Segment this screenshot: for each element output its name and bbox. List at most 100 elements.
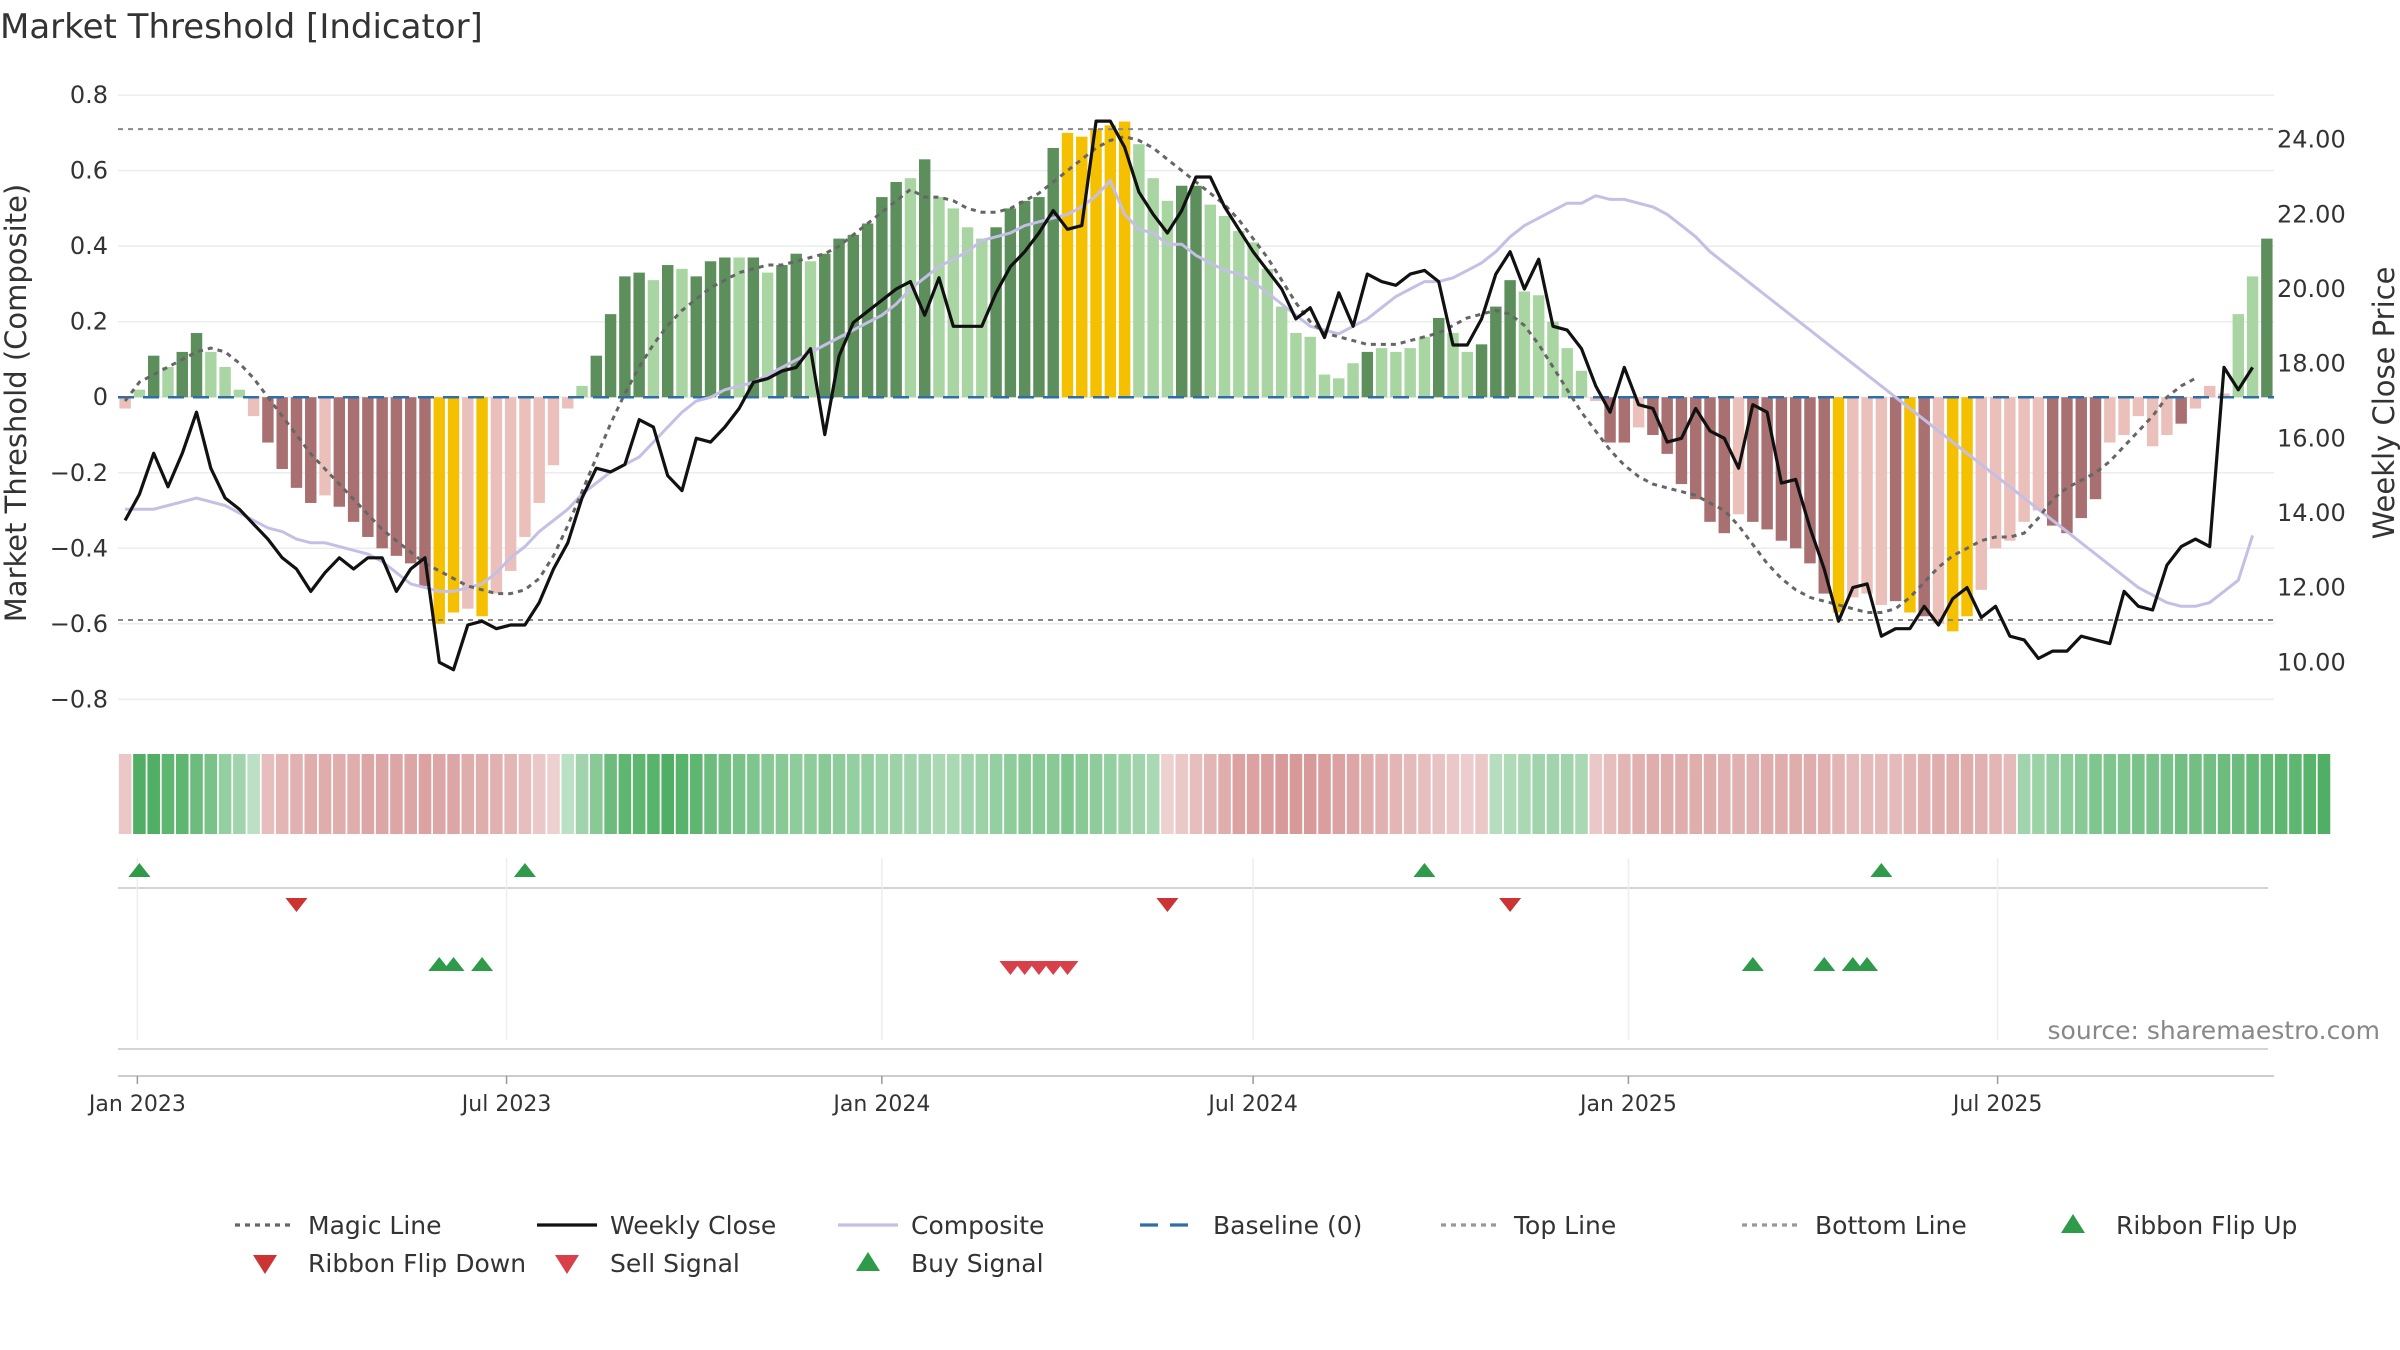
ribbon-cell bbox=[233, 754, 246, 834]
ribbon-cell bbox=[318, 754, 332, 834]
histogram-bar bbox=[1261, 268, 1274, 398]
y-right-tick-label: 16.00 bbox=[2277, 424, 2346, 452]
histogram-bar bbox=[976, 238, 988, 398]
ribbon-cell bbox=[618, 754, 632, 834]
histogram-bar bbox=[1904, 397, 1916, 613]
ribbon-cell bbox=[1917, 754, 1931, 834]
ribbon-cell bbox=[1817, 754, 1831, 834]
ribbon-cell bbox=[1432, 754, 1446, 834]
legend-item: Ribbon Flip Down bbox=[253, 1249, 526, 1278]
histogram-bar bbox=[1061, 132, 1074, 398]
histogram-bar bbox=[490, 397, 503, 594]
histogram-bar bbox=[1832, 397, 1845, 613]
ribbon-cell bbox=[1803, 754, 1817, 834]
ribbon-cell bbox=[1575, 754, 1588, 834]
x-tick-label: Jul 2025 bbox=[1951, 1092, 2043, 1117]
y-tick-label: 0.4 bbox=[70, 232, 108, 260]
histogram-bar bbox=[1732, 397, 1745, 515]
ribbon-cell bbox=[1946, 754, 1960, 834]
ribbon-cell bbox=[1560, 754, 1574, 834]
ribbon-cell bbox=[1089, 754, 1103, 834]
histogram-bar bbox=[447, 397, 460, 613]
ribbon-cell bbox=[1361, 754, 1374, 834]
ribbon-cell bbox=[761, 754, 774, 834]
histogram-bar bbox=[619, 276, 631, 398]
ribbon-cell bbox=[1189, 754, 1203, 834]
ribbon-cell bbox=[1846, 754, 1860, 834]
histogram-bar bbox=[2146, 397, 2159, 447]
histogram-bar bbox=[1718, 397, 1731, 534]
histogram-bar bbox=[1047, 147, 1059, 398]
histogram-bar bbox=[533, 397, 545, 503]
histogram-bar bbox=[562, 397, 574, 409]
histogram-bar bbox=[604, 314, 617, 398]
ribbon-cell bbox=[704, 754, 717, 834]
histogram-bar bbox=[1447, 333, 1459, 398]
ribbon-cell bbox=[1446, 754, 1460, 834]
histogram-bar bbox=[1104, 125, 1117, 398]
ribbon-cell bbox=[975, 754, 989, 834]
histogram-bar bbox=[1989, 397, 2002, 549]
ribbon-cell bbox=[1660, 754, 1674, 834]
legend-swatch bbox=[2061, 1214, 2085, 1233]
legend-swatch bbox=[555, 1255, 579, 1274]
ribbon-cell bbox=[1703, 754, 1717, 834]
ribbon-cell bbox=[1875, 754, 1888, 834]
histogram-bar bbox=[276, 397, 288, 469]
ribbon-cell bbox=[1118, 754, 1131, 834]
ribbon-cell bbox=[532, 754, 546, 834]
ribbon-cell bbox=[461, 754, 475, 834]
ribbon-cell bbox=[804, 754, 817, 834]
x-tick-label: Jan 2025 bbox=[1578, 1092, 1677, 1117]
histogram-bar bbox=[747, 257, 760, 398]
sell-signal-marker bbox=[1013, 961, 1036, 975]
histogram-bar bbox=[1947, 397, 1959, 632]
histogram-bar bbox=[262, 397, 274, 443]
histogram-bar bbox=[1818, 397, 1830, 594]
ribbon-cell bbox=[1303, 754, 1317, 834]
histogram-bar bbox=[576, 385, 588, 398]
legend-item: Ribbon Flip Up bbox=[2061, 1211, 2297, 1240]
ribbon-cell bbox=[432, 754, 446, 834]
ribbon-cell bbox=[590, 754, 603, 834]
ribbon-cell bbox=[2046, 754, 2059, 834]
legend-item: Baseline (0) bbox=[1140, 1211, 1362, 1240]
legend-item: Magic Line bbox=[235, 1211, 442, 1240]
histogram-bar bbox=[1847, 397, 1859, 598]
histogram-bar bbox=[590, 355, 603, 398]
histogram-bar bbox=[1532, 295, 1545, 398]
ribbon-cell bbox=[1603, 754, 1617, 834]
series-lines bbox=[118, 119, 2274, 672]
histogram-bar bbox=[2004, 397, 2016, 541]
legend-item: Composite bbox=[838, 1211, 1044, 1240]
ribbon-cell bbox=[1318, 754, 1331, 834]
histogram-bar bbox=[176, 351, 188, 398]
histogram-bar bbox=[1275, 306, 1288, 398]
histogram-bar bbox=[1290, 333, 1302, 398]
histogram-bar bbox=[1375, 348, 1388, 398]
ribbon-cell bbox=[1889, 754, 1902, 834]
histogram-bar bbox=[1204, 204, 1216, 398]
y-right-tick-label: 12.00 bbox=[2277, 574, 2346, 602]
histogram-bar bbox=[1975, 397, 1988, 590]
histogram-bar bbox=[1861, 397, 1873, 594]
histogram-bar bbox=[2161, 397, 2173, 435]
ribbon-flip-down-marker bbox=[1499, 898, 1522, 912]
histogram-bar bbox=[1461, 351, 1473, 398]
buy-signal-marker bbox=[1813, 957, 1836, 971]
buy-signal-marker bbox=[442, 957, 465, 971]
histogram-bar bbox=[1318, 374, 1331, 398]
histogram-bar bbox=[190, 333, 203, 398]
histogram-bar bbox=[1418, 336, 1431, 398]
ribbon-cell bbox=[789, 754, 803, 834]
histogram-bar bbox=[462, 397, 474, 609]
histogram-bar bbox=[990, 227, 1002, 398]
histogram-bar bbox=[647, 280, 660, 398]
y-axis-right: 24.00 22.00 20.00 18.00 16.00 14.00 12.00 10.00 bbox=[2277, 126, 2346, 677]
ribbon-cell bbox=[347, 754, 360, 834]
legend-label: Top Line bbox=[1513, 1211, 1616, 1240]
legend-item: Sell Signal bbox=[555, 1249, 740, 1278]
ribbon-cell bbox=[2117, 754, 2131, 834]
histogram-bar bbox=[690, 276, 702, 398]
ribbon-cell bbox=[1175, 754, 1189, 834]
